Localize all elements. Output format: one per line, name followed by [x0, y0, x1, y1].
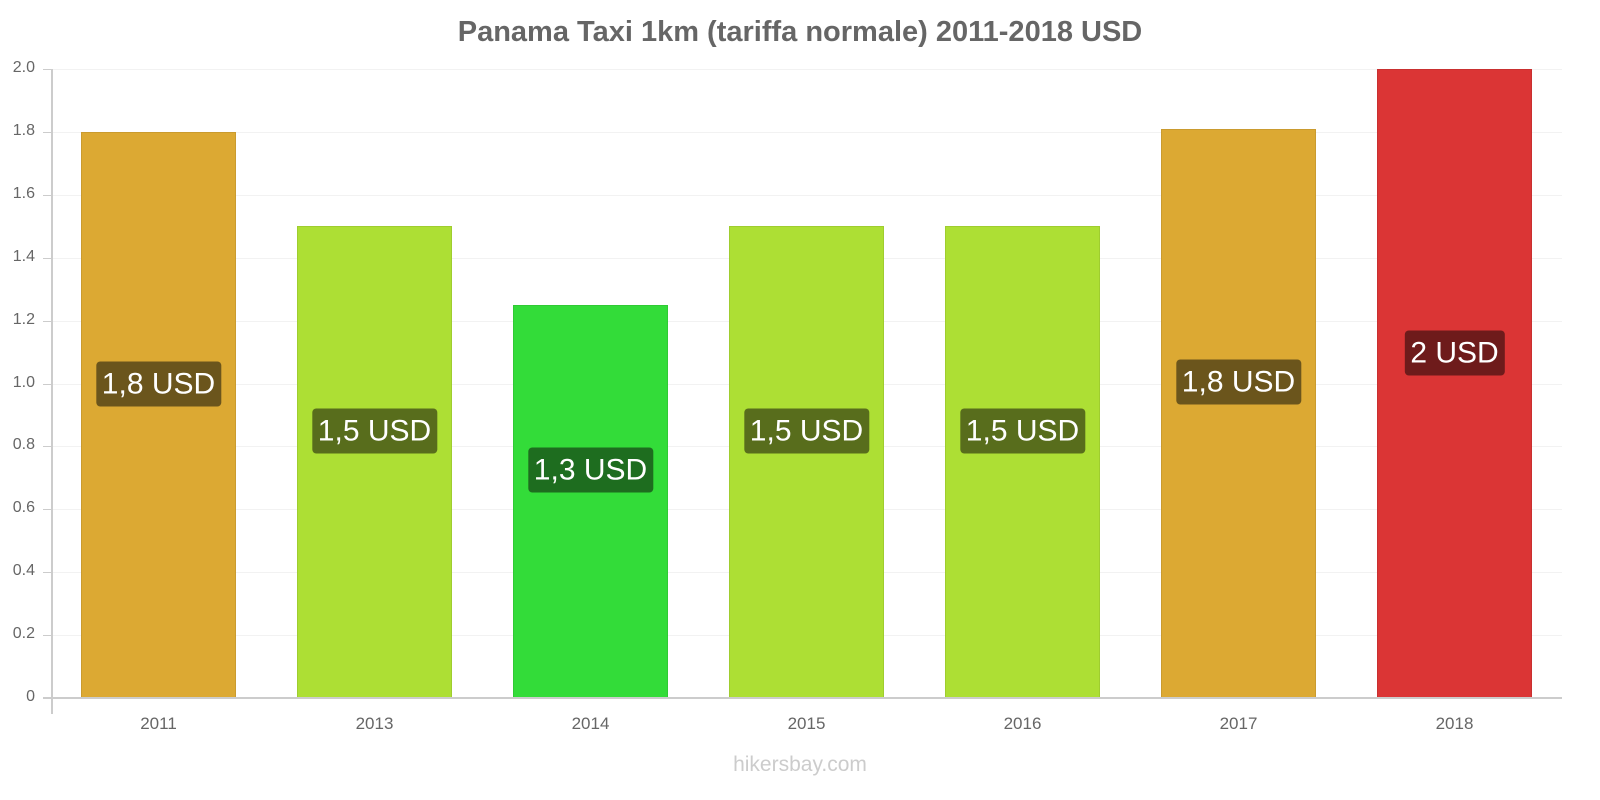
x-tick-label: 2018	[1435, 714, 1474, 733]
x-tick-label: 2014	[571, 714, 610, 733]
y-tick-mark	[43, 195, 52, 196]
data-label: 1,5 USD	[311, 408, 438, 454]
y-tick-mark	[43, 635, 52, 636]
data-label: 1,5 USD	[959, 408, 1086, 454]
bar-2017	[1161, 129, 1316, 698]
y-tick-mark	[43, 69, 52, 70]
y-tick-label: 0.4	[12, 562, 35, 579]
bar-2016	[945, 226, 1100, 698]
y-tick-mark	[43, 321, 52, 322]
y-tick-label: 0.8	[12, 436, 35, 453]
watermark: hikersbay.com	[733, 753, 867, 776]
y-tick-label: 1.8	[12, 122, 35, 139]
data-label: 1,8 USD	[1175, 359, 1302, 405]
gridline	[52, 132, 1562, 133]
y-tick-mark	[43, 572, 52, 573]
x-axis	[43, 697, 1562, 699]
x-tick-label: 2011	[140, 714, 177, 733]
gridline	[52, 195, 1562, 196]
chart-title: Panama Taxi 1km (tariffa normale) 2011-2…	[457, 16, 1143, 48]
data-label: 2 USD	[1404, 330, 1505, 376]
data-label: 1,8 USD	[95, 361, 222, 407]
y-tick-label: 0.6	[12, 499, 35, 516]
y-tick-mark	[43, 446, 52, 447]
x-tick-label: 2013	[355, 714, 394, 733]
bar-2011	[81, 132, 236, 698]
y-tick-mark	[43, 132, 52, 133]
bar-2018	[1377, 69, 1532, 698]
y-axis	[51, 69, 53, 714]
y-tick-mark	[43, 258, 52, 259]
y-tick-label: 1.0	[12, 374, 35, 391]
y-tick-mark	[43, 384, 52, 385]
data-label: 1,5 USD	[743, 408, 870, 454]
bar-2013	[297, 226, 452, 698]
y-tick-label: 1.2	[12, 311, 35, 328]
y-tick-label: 1.4	[12, 248, 35, 265]
bar-2015	[729, 226, 884, 698]
y-tick-mark	[43, 509, 52, 510]
y-tick-label: 2.0	[12, 59, 35, 76]
y-tick-label: 1.6	[12, 185, 35, 202]
data-label: 1,3 USD	[527, 447, 654, 493]
x-tick-label: 2016	[1003, 714, 1042, 733]
x-tick-label: 2015	[787, 714, 826, 733]
bar-2014	[513, 305, 668, 698]
y-tick-label: 0	[26, 688, 35, 705]
x-tick-label: 2017	[1219, 714, 1258, 733]
gridline	[52, 69, 1562, 70]
y-tick-label: 0.2	[12, 625, 35, 642]
